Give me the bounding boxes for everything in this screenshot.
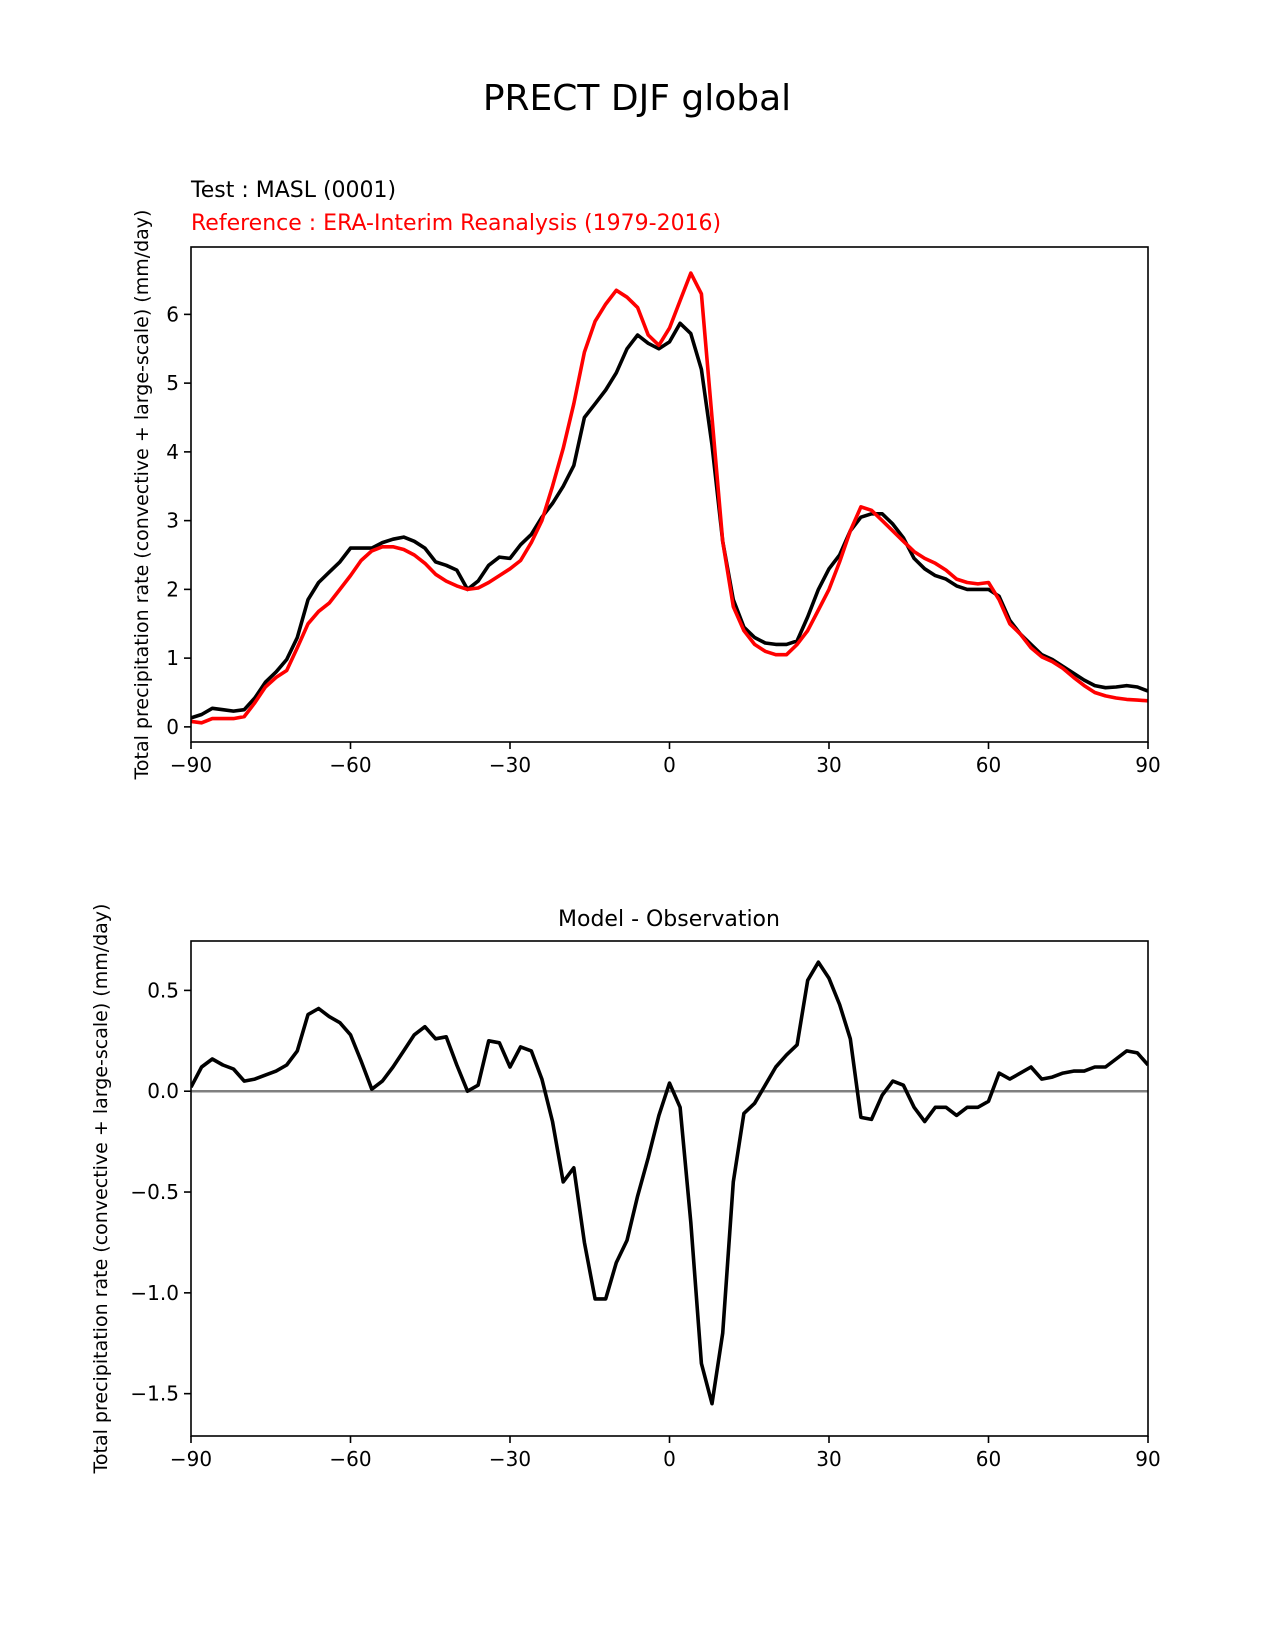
series-line-0 [191, 960, 1148, 1406]
x-tick-label: −90 [170, 753, 212, 777]
x-tick-label: 30 [816, 753, 841, 777]
y-tick-label: 0 [166, 715, 179, 739]
series-line-0 [191, 321, 1148, 720]
x-tick-label: 90 [1135, 1447, 1160, 1471]
x-tick-label: 60 [976, 753, 1001, 777]
x-tick-label: −90 [170, 1447, 212, 1471]
y-tick-label: 5 [166, 371, 179, 395]
y-axis-label: Total precipitation rate (convective + l… [90, 904, 112, 1475]
x-tick-label: 30 [816, 1447, 841, 1471]
y-axis-label: Total precipitation rate (convective + l… [131, 210, 153, 781]
reference-label: Reference : ERA-Interim Reanalysis (1979… [191, 211, 721, 236]
y-tick-label: 2 [166, 577, 179, 601]
difference-line-chart: −90 −60 −30 0 30 60 90 −1.5 −1.0 −0.5 0.0 0.5 Total … [90, 904, 1161, 1475]
y-tick-label: 6 [166, 302, 179, 326]
x-tick-label: −60 [329, 753, 371, 777]
y-tick-label: −0.5 [130, 1180, 179, 1204]
x-tick-label: 0 [663, 1447, 676, 1471]
x-tick-label: −30 [489, 1447, 531, 1471]
x-tick-label: 0 [663, 753, 676, 777]
y-tick-label: 4 [166, 440, 179, 464]
x-tick-label: −30 [489, 753, 531, 777]
x-tick-label: −60 [329, 1447, 371, 1471]
y-tick-label: 1 [166, 646, 179, 670]
y-tick-label: 3 [166, 509, 179, 533]
difference-panel-title: Model - Observation [558, 907, 780, 932]
test-label: Test : MASL (0001) [190, 178, 396, 203]
series-line-1 [191, 271, 1148, 725]
y-tick-label: 0.5 [147, 978, 179, 1002]
x-tick-label: 90 [1135, 753, 1160, 777]
y-tick-label: 0.0 [147, 1079, 179, 1103]
figure-title: PRECT DJF global [483, 78, 791, 119]
y-tick-label: −1.0 [130, 1281, 179, 1305]
y-tick-label: −1.5 [130, 1382, 179, 1406]
x-tick-label: 60 [976, 1447, 1001, 1471]
top-line-chart: −90 −60 −30 0 30 60 90 0 1 2 3 4 5 6 Total precipitati… [131, 210, 1161, 781]
